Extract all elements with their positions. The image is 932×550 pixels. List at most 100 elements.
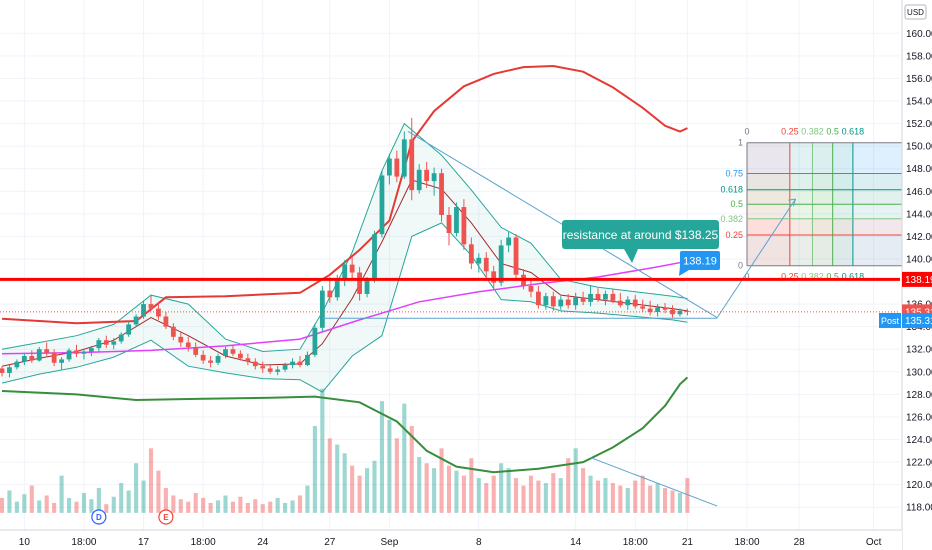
candle-body	[14, 361, 20, 368]
candle-body	[476, 257, 482, 264]
time-tick-label: 18:00	[734, 537, 759, 548]
candle-body	[431, 173, 437, 182]
volume-bar	[342, 453, 347, 513]
volume-bar	[104, 504, 109, 513]
fib-cell-overlay	[747, 218, 790, 235]
fib-cell-overlay	[812, 234, 833, 266]
candle-body	[163, 316, 169, 327]
volume-bar	[551, 473, 556, 513]
price-axis-tag	[902, 271, 932, 287]
price-tick-label: 132.00	[906, 345, 932, 356]
fib-cell-overlay	[789, 173, 813, 190]
candle-body	[275, 369, 281, 372]
annotation-pointer	[624, 249, 638, 263]
fib-cell	[747, 218, 790, 235]
price-marker-pointer	[679, 266, 689, 276]
volume-bar	[312, 425, 317, 513]
candle-body	[483, 257, 489, 272]
candle-body	[118, 334, 124, 342]
projection-arrowhead	[788, 198, 797, 207]
volume-bar	[469, 458, 474, 513]
volume-bar	[424, 463, 429, 513]
candle-body	[170, 326, 176, 337]
fib-cell	[789, 234, 813, 266]
volume-bar	[59, 475, 64, 513]
candle-body	[185, 342, 191, 347]
fib-bottom-label: 0.5	[826, 272, 839, 282]
candle-body	[245, 358, 251, 362]
volume-bar	[305, 485, 310, 513]
volume-bar	[640, 475, 645, 513]
volume-bar	[141, 480, 146, 513]
candle-body	[111, 341, 117, 345]
time-axis-background	[0, 530, 902, 550]
fib-cell	[812, 142, 833, 174]
candle-body	[334, 279, 340, 298]
fib-cell	[832, 218, 853, 235]
time-tick-label: 28	[794, 537, 806, 548]
volume-bar	[394, 438, 399, 513]
fib-cell	[789, 173, 813, 190]
candle-body	[342, 264, 348, 280]
candle-body	[44, 349, 50, 353]
candle-body	[550, 296, 556, 307]
time-tick-label: 18:00	[623, 537, 648, 548]
price-tick-label: 156.00	[906, 74, 932, 85]
candle-body	[7, 367, 12, 373]
candle-body	[558, 299, 564, 307]
candle-body	[468, 244, 474, 264]
candle-body	[439, 173, 444, 215]
price-tick-label: 158.00	[906, 51, 932, 62]
fib-cell	[747, 173, 790, 190]
volume-bar	[327, 438, 332, 513]
fib-cell-overlay	[832, 218, 853, 235]
candle-body	[603, 293, 608, 300]
candle-body	[66, 350, 72, 360]
candle-body	[536, 291, 541, 306]
time-tick-label: 27	[324, 537, 336, 548]
candle-body	[267, 368, 273, 372]
candle-body	[0, 368, 5, 373]
candle-body	[260, 366, 266, 369]
candle-body	[215, 356, 221, 363]
time-tick-label: 10	[19, 537, 31, 548]
moving-average-long	[1, 260, 688, 355]
price-axis[interactable]: 118.00 120.00 122.00 124.00 126.00 128.00 130.…	[879, 0, 932, 550]
price-tick-label: 130.00	[906, 367, 932, 378]
fib-cell	[832, 189, 853, 205]
fib-left-label: 0.5	[730, 199, 743, 209]
fib-cell-overlay	[747, 204, 790, 219]
candle-body	[595, 293, 601, 300]
event-marker-circle	[158, 509, 174, 525]
candle-body	[543, 296, 549, 306]
fib-cell-overlay	[789, 204, 813, 219]
volume-bar	[618, 485, 623, 513]
volume-bar	[52, 502, 57, 513]
candle-body	[647, 308, 653, 313]
volume-bar	[558, 478, 563, 513]
annotation-text: resistance at around $138.25	[563, 228, 719, 242]
candle-body	[141, 304, 146, 317]
candle-body	[282, 365, 288, 370]
volume-bar	[335, 444, 340, 513]
time-tick-label: 14	[570, 537, 582, 548]
volume-bar	[245, 502, 250, 513]
candle-body	[230, 349, 236, 354]
fib-cell-overlay	[832, 234, 853, 266]
fib-cell-overlay	[812, 189, 833, 205]
volume-bar	[543, 483, 548, 513]
candle-body	[36, 349, 42, 361]
price-tick-label: 152.00	[906, 119, 932, 130]
fib-cell-overlay	[832, 204, 853, 219]
fib-cell	[812, 189, 833, 205]
fib-cell	[812, 173, 833, 190]
volume-bar	[134, 463, 139, 513]
volume-bar	[648, 485, 653, 513]
volume-bar	[595, 480, 601, 513]
fib-cell-overlay	[747, 189, 790, 205]
volume-bar	[432, 468, 437, 513]
time-axis[interactable]: 10 18:00 17 18:00 24 27 Sep 8 14 18:00 21 18:00 28 Oc…	[0, 529, 902, 550]
time-tick-label: Sep	[381, 537, 399, 548]
